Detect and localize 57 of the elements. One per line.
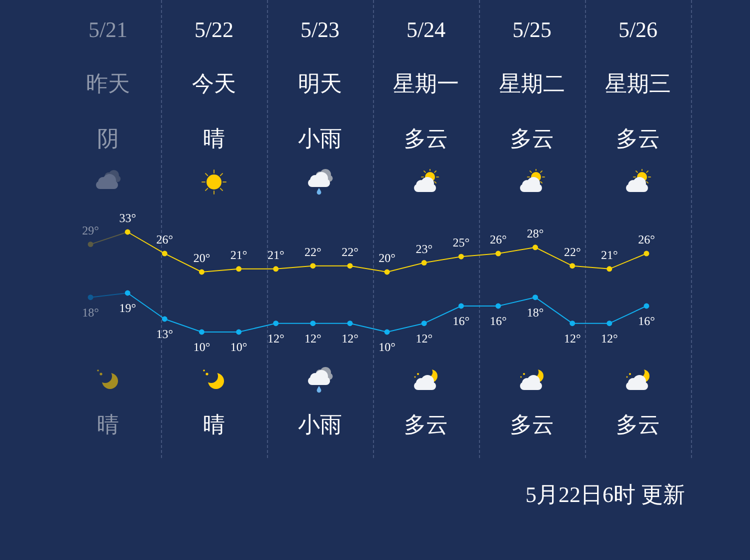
data-label: 20° <box>378 251 396 265</box>
text: 晴 <box>202 126 226 152</box>
data-label: 12° <box>304 331 322 346</box>
data-label: 26° <box>490 232 507 247</box>
text: 星期二 <box>498 71 566 97</box>
data-label: 12° <box>342 331 359 346</box>
data-label: 21° <box>601 248 618 262</box>
text: 阴 <box>96 126 120 152</box>
data-label: 18° <box>526 305 544 320</box>
text: 今天 <box>191 71 237 97</box>
data-label: 29° <box>82 223 100 238</box>
data-label: 21° <box>230 248 248 262</box>
data-label: 10° <box>193 340 210 354</box>
data-label: 10° <box>230 340 248 354</box>
data-label: 19° <box>119 301 136 315</box>
data-label: 26° <box>156 232 174 247</box>
text: 5月22日6时 更新 <box>526 481 685 509</box>
text: 多云 <box>403 126 449 152</box>
text: 晴 <box>202 412 226 438</box>
text: 晴 <box>96 412 120 438</box>
data-label: 16° <box>490 314 507 328</box>
text: 星期一 <box>392 71 460 97</box>
data-label: 22° <box>342 244 359 259</box>
text: 小雨 <box>297 126 343 152</box>
text: 小雨 <box>297 412 343 438</box>
data-label: 28° <box>526 226 544 240</box>
data-label: 10° <box>378 340 396 354</box>
text: 5/22 <box>193 17 235 43</box>
text: 5/24 <box>405 17 447 43</box>
data-label: 12° <box>564 331 581 346</box>
data-label: 12° <box>601 331 618 346</box>
data-label: 23° <box>416 242 433 256</box>
data-label: 26° <box>638 232 656 247</box>
text: 星期三 <box>604 71 672 97</box>
data-label: 21° <box>267 248 284 262</box>
data-label: 20° <box>193 251 210 265</box>
data-label: 12° <box>416 331 433 346</box>
text: 多云 <box>615 126 661 152</box>
data-label: 33° <box>119 211 136 225</box>
data-label: 16° <box>452 314 470 328</box>
text: 明天 <box>297 71 343 97</box>
text: 多云 <box>403 412 449 438</box>
text: 5/23 <box>299 17 341 43</box>
text: 多云 <box>615 412 661 438</box>
data-label: 16° <box>638 314 656 328</box>
data-label: 13° <box>156 327 174 341</box>
data-label: 18° <box>82 305 100 320</box>
data-label: 25° <box>452 236 470 250</box>
data-label: 22° <box>304 244 322 259</box>
text: 5/25 <box>511 17 553 43</box>
text: 5/21 <box>87 17 129 43</box>
text: 多云 <box>509 126 555 152</box>
text: 昨天 <box>85 71 131 97</box>
text: 多云 <box>509 412 555 438</box>
data-label: 12° <box>267 331 284 346</box>
data-label: 22° <box>564 244 581 259</box>
text: 5/26 <box>617 17 659 43</box>
